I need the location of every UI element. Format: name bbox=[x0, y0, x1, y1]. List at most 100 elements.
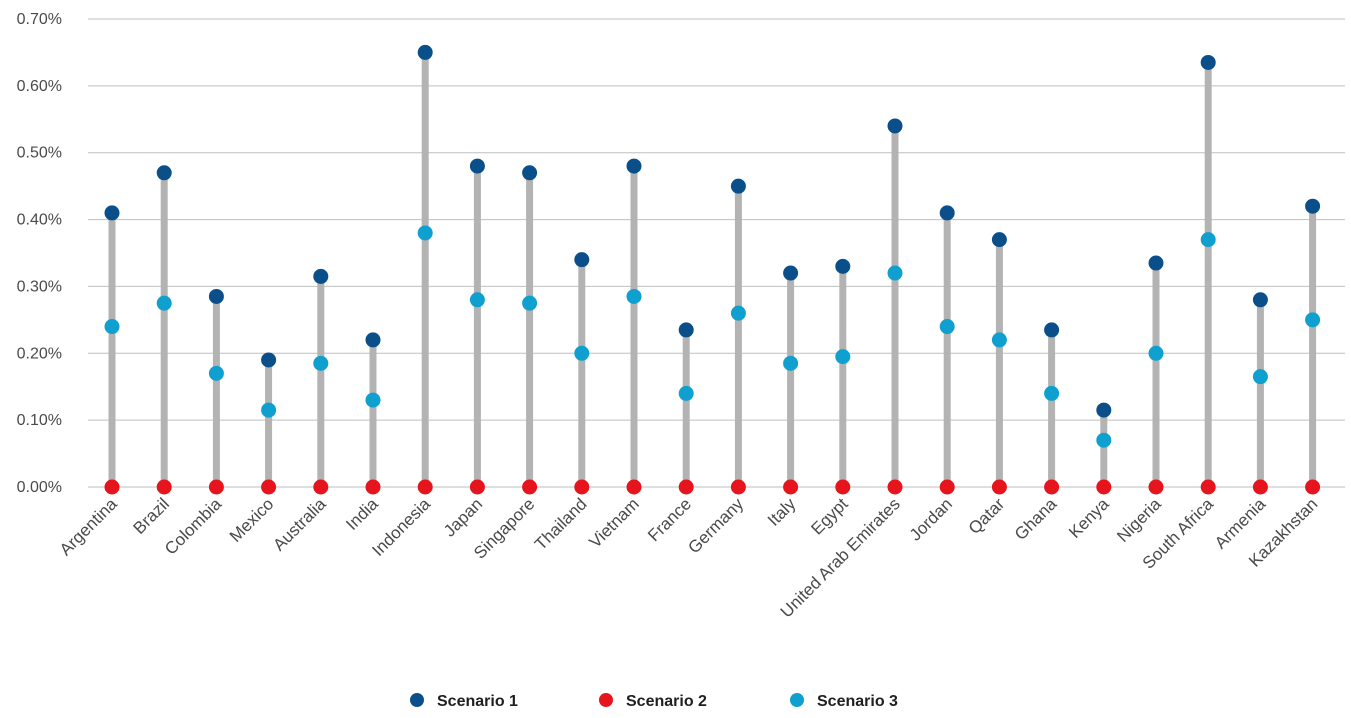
x-category-label: Italy bbox=[764, 494, 800, 530]
point-scenario-2 bbox=[1148, 479, 1164, 495]
point-scenario-2 bbox=[939, 479, 955, 495]
point-scenario-1 bbox=[730, 178, 746, 194]
y-tick-label: 0.20% bbox=[17, 345, 62, 362]
y-tick-label: 0.70% bbox=[17, 11, 62, 28]
point-scenario-3 bbox=[156, 295, 172, 311]
x-category-label: Nigeria bbox=[1113, 494, 1165, 546]
point-scenario-2 bbox=[783, 479, 799, 495]
point-scenario-3 bbox=[1148, 345, 1164, 361]
legend: Scenario 1 Scenario 2 Scenario 3 bbox=[410, 693, 898, 710]
point-scenario-3 bbox=[1305, 312, 1321, 328]
legend-label: Scenario 3 bbox=[817, 693, 898, 710]
point-scenario-2 bbox=[1252, 479, 1268, 495]
data-points bbox=[104, 44, 1321, 495]
point-scenario-1 bbox=[1148, 255, 1164, 271]
point-scenario-2 bbox=[730, 479, 746, 495]
point-scenario-3 bbox=[417, 225, 433, 241]
point-scenario-1 bbox=[522, 165, 538, 181]
point-scenario-3 bbox=[887, 265, 903, 281]
x-category-label: Egypt bbox=[807, 494, 851, 538]
point-scenario-2 bbox=[1044, 479, 1060, 495]
point-scenario-2 bbox=[261, 479, 277, 495]
point-scenario-1 bbox=[1252, 292, 1268, 308]
point-scenario-2 bbox=[365, 479, 381, 495]
point-scenario-3 bbox=[469, 292, 485, 308]
point-scenario-3 bbox=[678, 385, 694, 401]
point-scenario-1 bbox=[417, 44, 433, 60]
legend-label: Scenario 2 bbox=[626, 693, 707, 710]
y-tick-label: 0.50% bbox=[17, 145, 62, 162]
point-scenario-1 bbox=[156, 165, 172, 181]
point-scenario-3 bbox=[991, 332, 1007, 348]
point-scenario-1 bbox=[208, 288, 224, 304]
point-scenario-2 bbox=[1096, 479, 1112, 495]
y-tick-label: 0.60% bbox=[17, 78, 62, 95]
x-category-label: Japan bbox=[440, 494, 486, 540]
x-category-label: Mexico bbox=[226, 494, 278, 546]
point-scenario-3 bbox=[1044, 385, 1060, 401]
x-category-label: Germany bbox=[684, 494, 747, 557]
x-category-label: Jordan bbox=[906, 494, 956, 544]
point-scenario-1 bbox=[1200, 54, 1216, 70]
x-category-label: France bbox=[644, 494, 695, 545]
point-scenario-2 bbox=[104, 479, 120, 495]
point-scenario-3 bbox=[365, 392, 381, 408]
point-scenario-1 bbox=[104, 205, 120, 221]
point-scenario-1 bbox=[783, 265, 799, 281]
point-scenario-1 bbox=[991, 232, 1007, 248]
point-scenario-1 bbox=[1305, 198, 1321, 214]
point-scenario-2 bbox=[887, 479, 903, 495]
x-category-label: Thailand bbox=[531, 494, 591, 554]
x-category-label: Argentina bbox=[56, 494, 121, 559]
point-scenario-3 bbox=[939, 319, 955, 335]
y-tick-label: 0.10% bbox=[17, 412, 62, 429]
point-scenario-1 bbox=[1044, 322, 1060, 338]
point-scenario-2 bbox=[1305, 479, 1321, 495]
point-scenario-3 bbox=[1200, 232, 1216, 248]
y-tick-label: 0.00% bbox=[17, 479, 62, 496]
x-category-label: Colombia bbox=[161, 494, 226, 559]
point-scenario-2 bbox=[1200, 479, 1216, 495]
gridlines bbox=[88, 18, 1345, 488]
x-category-label: Vietnam bbox=[586, 494, 643, 551]
x-category-label: Indonesia bbox=[368, 494, 434, 560]
point-scenario-2 bbox=[678, 479, 694, 495]
point-scenario-2 bbox=[156, 479, 172, 495]
point-scenario-3 bbox=[835, 349, 851, 365]
point-scenario-1 bbox=[887, 118, 903, 134]
point-scenario-2 bbox=[574, 479, 590, 495]
legend-marker bbox=[790, 693, 804, 707]
point-scenario-3 bbox=[261, 402, 277, 418]
point-scenario-3 bbox=[522, 295, 538, 311]
point-scenario-3 bbox=[626, 288, 642, 304]
point-scenario-2 bbox=[208, 479, 224, 495]
point-scenario-1 bbox=[365, 332, 381, 348]
point-scenario-3 bbox=[313, 355, 329, 371]
point-scenario-3 bbox=[104, 319, 120, 335]
point-scenario-1 bbox=[626, 158, 642, 174]
point-scenario-1 bbox=[1096, 402, 1112, 418]
point-scenario-1 bbox=[939, 205, 955, 221]
point-scenario-2 bbox=[313, 479, 329, 495]
y-tick-label: 0.40% bbox=[17, 212, 62, 229]
point-scenario-3 bbox=[730, 305, 746, 321]
legend-marker bbox=[410, 693, 424, 707]
point-scenario-3 bbox=[783, 355, 799, 371]
point-scenario-3 bbox=[1252, 369, 1268, 385]
x-category-label: Ghana bbox=[1011, 494, 1061, 544]
point-scenario-1 bbox=[574, 252, 590, 268]
legend-item-scenario-1: Scenario 1 bbox=[410, 693, 518, 710]
point-scenario-2 bbox=[626, 479, 642, 495]
point-scenario-1 bbox=[835, 258, 851, 274]
legend-marker bbox=[599, 693, 613, 707]
y-axis-tick-labels: 0.00% 0.10% 0.20% 0.30% 0.40% 0.50% 0.60% 0.70% bbox=[17, 11, 62, 496]
point-scenario-3 bbox=[208, 365, 224, 381]
point-scenario-2 bbox=[522, 479, 538, 495]
x-category-label: Australia bbox=[269, 494, 330, 555]
point-scenario-1 bbox=[313, 268, 329, 284]
legend-label: Scenario 1 bbox=[437, 693, 518, 710]
point-scenario-1 bbox=[678, 322, 694, 338]
